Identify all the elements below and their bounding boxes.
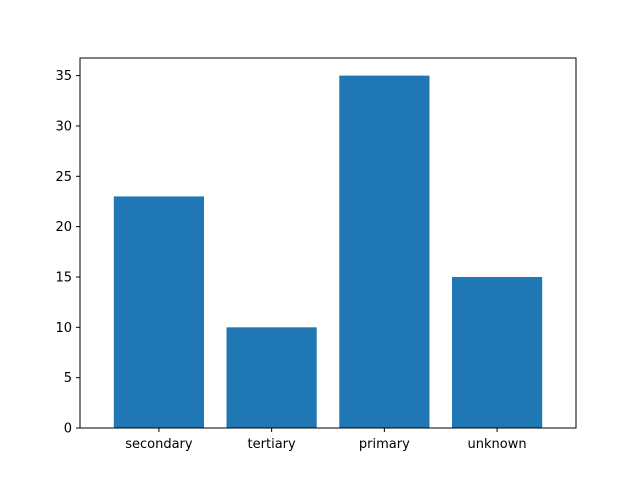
y-tick-label-25: 25 bbox=[55, 170, 72, 185]
y-axis: 0 5 10 15 20 25 30 35 bbox=[55, 69, 80, 437]
plot-frame bbox=[79, 57, 577, 429]
y-tick-label-35: 35 bbox=[55, 69, 72, 84]
y-tick-label-0: 0 bbox=[64, 422, 72, 437]
x-tick-label-unknown: unknown bbox=[468, 437, 527, 452]
y-tick-label-15: 15 bbox=[55, 270, 72, 285]
bar-primary bbox=[339, 75, 430, 428]
bar-secondary bbox=[113, 196, 204, 428]
y-tick-label-10: 10 bbox=[55, 321, 72, 336]
bar-tertiary bbox=[226, 327, 317, 428]
x-axis: secondary tertiary primary unknown bbox=[125, 428, 527, 452]
bars-layer bbox=[113, 75, 543, 428]
y-tick-label-30: 30 bbox=[55, 119, 72, 134]
x-tick-label-tertiary: tertiary bbox=[248, 437, 296, 452]
y-tick-label-20: 20 bbox=[55, 220, 72, 235]
y-tick-label-5: 5 bbox=[64, 371, 72, 386]
x-tick-label-primary: primary bbox=[359, 437, 410, 452]
bar-unknown bbox=[452, 276, 543, 428]
x-tick-label-secondary: secondary bbox=[125, 437, 193, 452]
